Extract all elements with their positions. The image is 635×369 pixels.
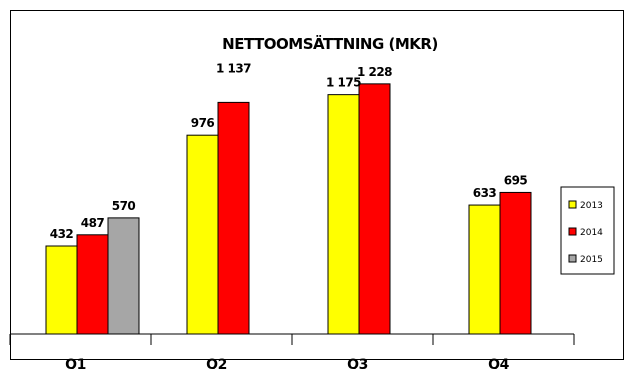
bars-group bbox=[45, 83, 532, 335]
legend-label-2014: 2014 bbox=[580, 228, 603, 238]
chart-title: NETTOOMSÄTTNING (MKR) bbox=[222, 34, 438, 53]
bar-q2-2013 bbox=[186, 134, 219, 335]
bar-q1-2015 bbox=[107, 217, 140, 335]
data-label-q2-2014: 1 137 bbox=[216, 61, 251, 75]
legend: 2013 2014 2015 bbox=[560, 186, 615, 275]
x-axis: Q1 Q2 Q3 Q4 bbox=[9, 333, 575, 369]
data-label-q4-2013: 633 bbox=[473, 186, 497, 200]
legend-swatch-2014 bbox=[568, 227, 577, 236]
data-label-q3-2013: 1 175 bbox=[326, 76, 361, 90]
bar-q1-2014 bbox=[76, 234, 109, 335]
data-label-q4-2014: 695 bbox=[504, 173, 528, 187]
bar-q3-2013 bbox=[327, 94, 360, 335]
x-tick-label-q1: Q1 bbox=[65, 357, 86, 369]
x-tick-label-q3: Q3 bbox=[347, 357, 368, 369]
bar-q4-2013 bbox=[468, 204, 501, 335]
data-label-q1-2014: 487 bbox=[81, 216, 105, 230]
bar-q2-2014 bbox=[217, 101, 250, 335]
x-tick-label-q4: Q4 bbox=[488, 357, 509, 369]
legend-label-2015: 2015 bbox=[580, 255, 603, 265]
legend-label-2013: 2013 bbox=[580, 201, 603, 211]
bar-q1-2013 bbox=[45, 245, 78, 335]
data-label-q1-2015: 570 bbox=[112, 199, 136, 213]
x-tick-label-q2: Q2 bbox=[206, 357, 227, 369]
data-label-q1-2013: 432 bbox=[50, 227, 74, 241]
legend-swatch-2015 bbox=[568, 254, 577, 263]
data-label-q2-2013: 976 bbox=[191, 116, 215, 130]
bar-q4-2014 bbox=[499, 191, 532, 335]
bar-q3-2014 bbox=[358, 83, 391, 335]
legend-swatch-2013 bbox=[568, 200, 577, 209]
data-label-q3-2014: 1 228 bbox=[357, 65, 392, 79]
